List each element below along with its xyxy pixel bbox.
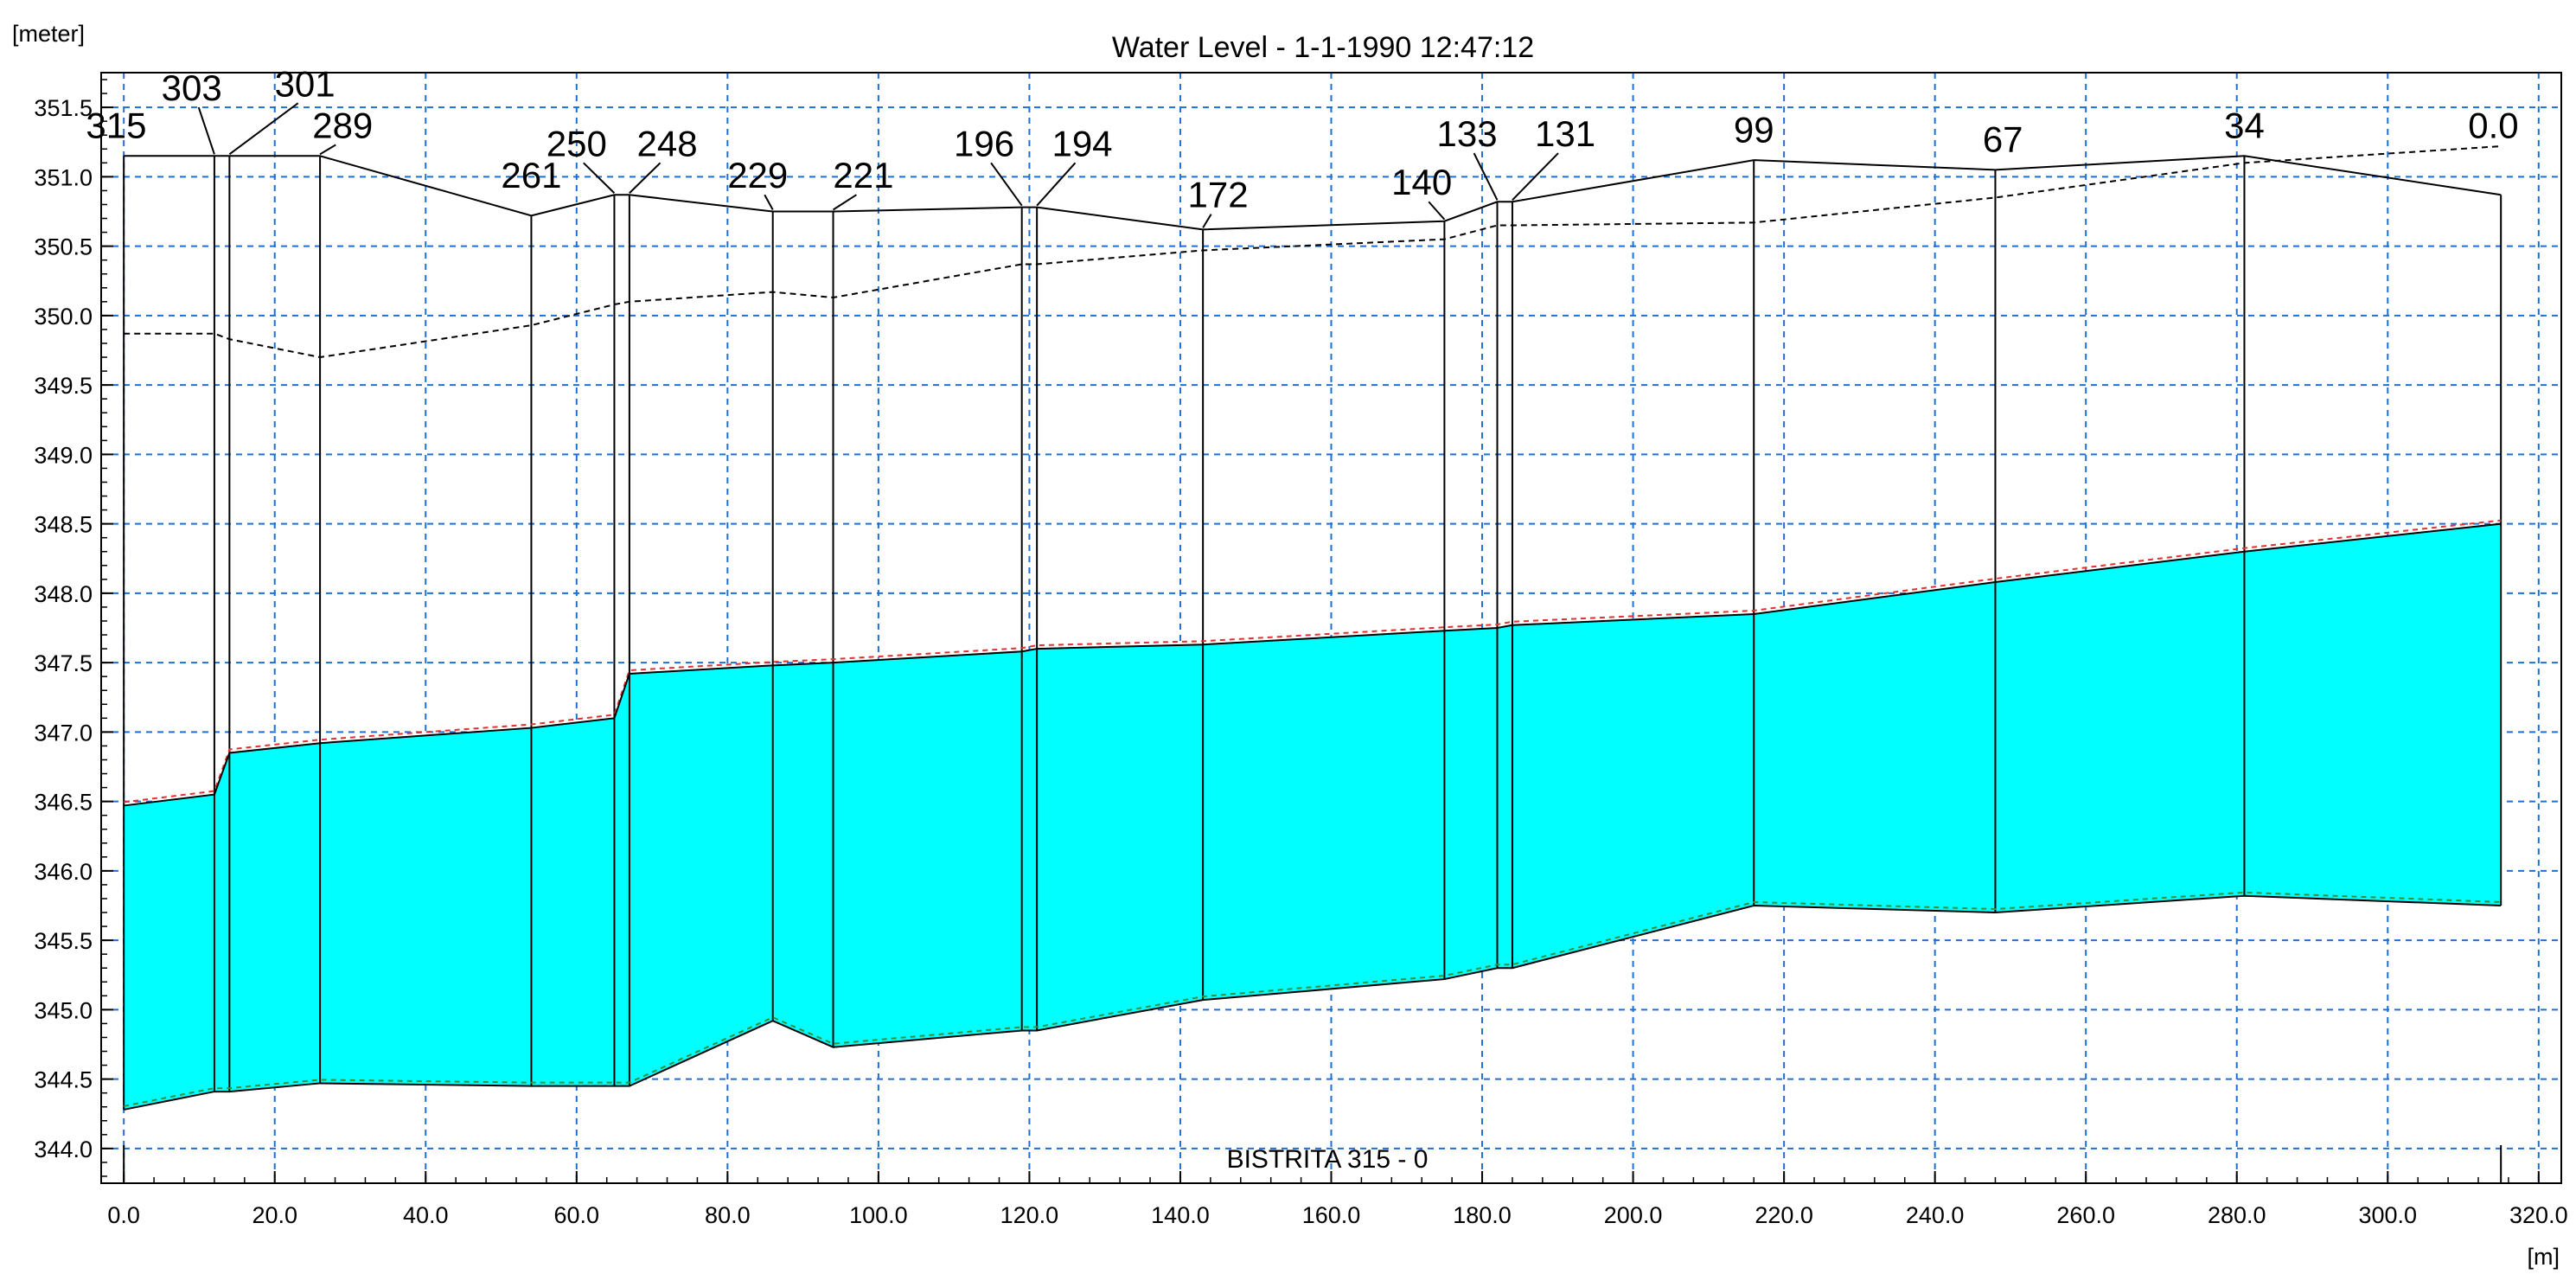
y-tick-label: 344.5: [34, 1067, 93, 1093]
water-reference-dashed-line: [124, 519, 2502, 804]
label-leader-140: [1428, 201, 1446, 221]
chainage-label-67: 67: [1983, 118, 2023, 159]
y-tick-label: 349.5: [34, 373, 93, 399]
chainage-label-0.0: 0.0: [2468, 105, 2518, 145]
profile-lines: [123, 145, 2502, 1183]
plot-frame: [100, 72, 2562, 1184]
bank-top-line: [124, 155, 2502, 231]
x-tick-label: 100.0: [849, 1202, 908, 1228]
y-tick-label: 347.0: [34, 720, 93, 746]
label-leader-221: [832, 194, 857, 211]
label-leader-301: [228, 102, 299, 156]
label-leader-229: [764, 194, 774, 210]
label-leader-289: [319, 144, 336, 156]
label-leader-133: [1473, 152, 1499, 201]
y-tick-label: 344.0: [34, 1137, 93, 1162]
y-tick-label: 345.0: [34, 997, 93, 1023]
chainage-label-221: 221: [833, 155, 893, 195]
x-tick-label: 140.0: [1151, 1202, 1210, 1228]
chainage-label-196: 196: [954, 123, 1014, 163]
chainage-label-131: 131: [1535, 113, 1595, 154]
water-body: [124, 523, 2502, 1110]
y-tick-label: 348.5: [34, 512, 93, 538]
chainage-label-248: 248: [636, 123, 697, 163]
chainage-label-229: 229: [727, 155, 788, 195]
y-tick-label: 347.5: [34, 650, 93, 676]
upper-dashed-line: [124, 145, 2502, 359]
x-tick-label: 220.0: [1755, 1202, 1813, 1228]
y-tick-label: 350.5: [34, 234, 93, 260]
y-tick-label: 345.5: [34, 928, 93, 954]
y-axis-unit-label: [meter]: [12, 21, 85, 47]
chainage-label-172: 172: [1188, 175, 1249, 215]
chainage-label-133: 133: [1437, 113, 1498, 154]
chainage-label-301: 301: [275, 63, 336, 104]
label-leader-194: [1036, 162, 1077, 207]
label-leader-250: [583, 162, 616, 194]
x-tick-label: 120.0: [1000, 1202, 1059, 1228]
y-tick-label: 346.0: [34, 859, 93, 885]
x-axis-unit-label: [m]: [2528, 1244, 2560, 1270]
x-tick-label: 60.0: [554, 1202, 600, 1228]
chainage-label-99: 99: [1734, 109, 1774, 150]
label-leader-172: [1202, 214, 1212, 228]
y-tick-label: 346.5: [34, 790, 93, 816]
y-tick-label: 348.0: [34, 581, 93, 607]
chainage-label-194: 194: [1051, 123, 1112, 163]
chainage-label-303: 303: [162, 67, 222, 108]
chart-title: Water Level - 1-1-1990 12:47:12: [1112, 31, 1534, 64]
x-tick-label: 240.0: [1906, 1202, 1965, 1228]
y-tick-label: 351.5: [34, 95, 93, 121]
label-leader-248: [629, 162, 662, 194]
chainage-label-289: 289: [312, 105, 373, 145]
label-leader-131: [1512, 152, 1559, 201]
x-tick-label: 180.0: [1453, 1202, 1512, 1228]
x-tick-label: 260.0: [2056, 1202, 2115, 1228]
x-tick-label: 200.0: [1604, 1202, 1663, 1228]
water-surface-line: [124, 522, 2502, 807]
x-tick-label: 160.0: [1302, 1202, 1361, 1228]
chainage-label-140: 140: [1391, 162, 1452, 202]
chainage-label-315: 315: [86, 105, 146, 145]
x-tick-label: 300.0: [2358, 1202, 2417, 1228]
x-tick-label: 20.0: [252, 1202, 297, 1228]
x-tick-label: 0.0: [107, 1202, 140, 1228]
chainage-label-34: 34: [2224, 105, 2265, 145]
label-leader-196: [990, 162, 1023, 207]
x-tick-label: 280.0: [2208, 1202, 2266, 1228]
water-area: [124, 523, 2502, 1110]
bed-reference-dashed-line: [123, 891, 2502, 1107]
bed-line: [123, 894, 2502, 1111]
chainage-label-250: 250: [547, 123, 607, 163]
label-leader-303: [197, 106, 215, 155]
chainage-label-261: 261: [501, 155, 561, 195]
axis-ticks: 0.0 20.0 40.0 60.0 80.0 100.0 120.0 140.0 160.0 1…: [34, 79, 2568, 1228]
y-tick-label: 350.0: [34, 304, 93, 330]
y-tick-label: 349.0: [34, 442, 93, 468]
y-tick-label: 351.0: [34, 164, 93, 190]
river-reach-label: BISTRITA 315 - 0: [1227, 1145, 1429, 1174]
x-tick-label: 80.0: [705, 1202, 751, 1228]
x-tick-label: 320.0: [2509, 1202, 2568, 1228]
x-tick-label: 40.0: [403, 1202, 449, 1228]
